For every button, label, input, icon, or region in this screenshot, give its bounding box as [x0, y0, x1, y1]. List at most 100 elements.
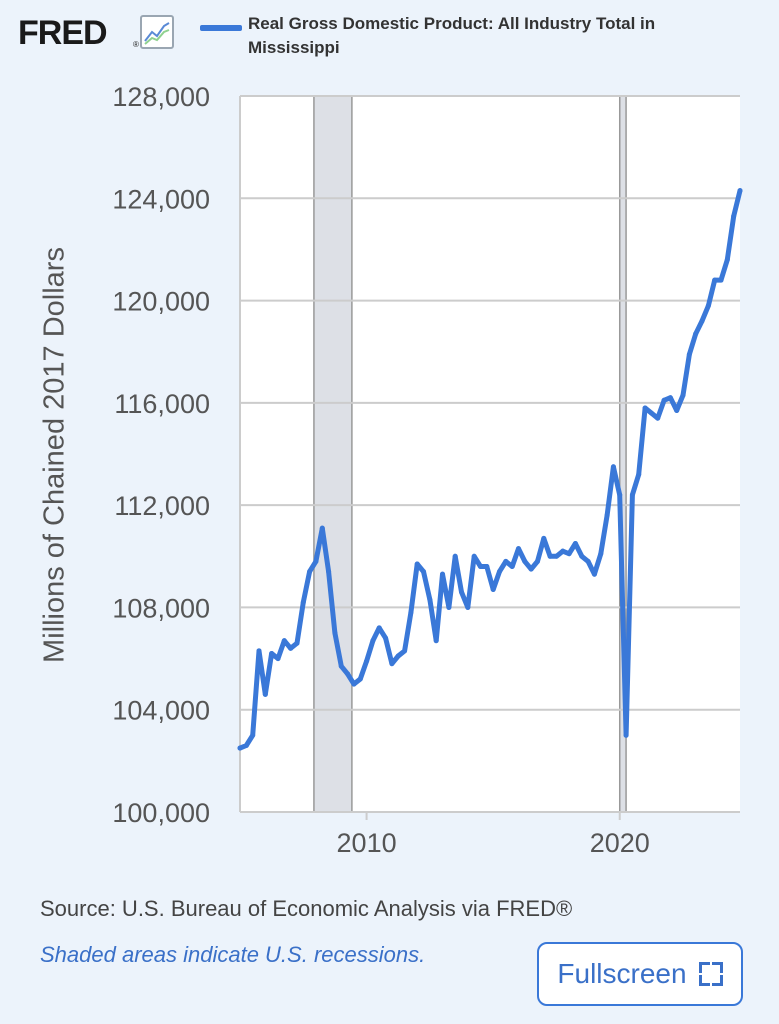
x-tick-label: 2020 [590, 828, 650, 858]
x-tick-labels: 2010 2020 [337, 812, 650, 858]
data-point [617, 492, 623, 498]
data-point [604, 512, 610, 518]
data-point [496, 569, 502, 575]
data-point [718, 277, 724, 283]
data-point [319, 525, 325, 531]
data-point [572, 541, 578, 546]
y-tick-label: 104,000 [112, 696, 210, 726]
fullscreen-button[interactable]: Fullscreen [537, 942, 743, 1006]
fred-logo[interactable]: FRED [18, 14, 108, 52]
data-point [243, 743, 249, 749]
data-point [553, 553, 559, 559]
data-point [541, 535, 547, 541]
data-point [288, 645, 294, 651]
data-point [484, 564, 490, 570]
data-point [357, 676, 363, 682]
data-point [534, 558, 540, 564]
series-lines [237, 188, 743, 751]
data-point [699, 318, 705, 324]
data-point [648, 410, 654, 416]
data-point [383, 635, 389, 641]
data-point [332, 630, 338, 636]
data-point [528, 566, 534, 572]
data-point [408, 610, 414, 616]
data-point [591, 571, 597, 577]
data-point [465, 604, 471, 610]
legend-swatch [200, 25, 242, 31]
data-point [446, 604, 452, 610]
data-point [250, 732, 256, 738]
data-point [636, 471, 642, 477]
data-point [326, 569, 332, 575]
data-point [598, 551, 604, 557]
data-point [433, 638, 439, 644]
data-point [281, 638, 287, 644]
data-point [610, 464, 616, 470]
y-tick-label: 100,000 [112, 798, 210, 828]
data-point [579, 553, 585, 559]
data-point [560, 548, 566, 554]
data-point [686, 351, 692, 357]
fullscreen-label: Fullscreen [557, 958, 687, 989]
chart-header: FRED ® Real Gross Domestic Product: All … [18, 10, 758, 70]
source-note: Source: U.S. Bureau of Economic Analysis… [40, 896, 573, 921]
data-point [490, 587, 496, 593]
y-tick-label: 116,000 [114, 389, 210, 419]
data-point [693, 331, 699, 337]
data-point [338, 663, 344, 669]
data-point [731, 213, 737, 219]
data-point [712, 277, 718, 283]
data-point [515, 546, 521, 552]
data-point [402, 648, 408, 654]
x-tick-label: 2010 [337, 828, 397, 858]
data-point [414, 561, 420, 567]
data-point [421, 569, 427, 575]
data-point [427, 597, 433, 603]
recession-band-1 [619, 96, 627, 812]
data-point [566, 551, 572, 557]
data-point [237, 745, 243, 751]
data-point [629, 492, 635, 498]
data-point [680, 392, 686, 398]
data-point [256, 648, 262, 654]
y-tick-label: 124,000 [112, 184, 210, 214]
data-point [307, 569, 313, 575]
data-point [452, 553, 458, 559]
fullscreen-icon [698, 962, 723, 986]
data-point [440, 571, 446, 577]
recession-band-0 [313, 96, 352, 812]
y-tick-label: 120,000 [112, 287, 210, 317]
data-point [313, 558, 319, 564]
data-point [471, 553, 477, 559]
data-point [667, 395, 673, 401]
data-point [300, 599, 306, 605]
data-point [737, 188, 743, 194]
data-point [459, 589, 465, 595]
data-point [522, 558, 528, 564]
data-point [351, 681, 357, 687]
data-point [655, 415, 661, 421]
data-point [478, 564, 484, 570]
line-chart: 100,000 104,000 108,000 112,000 116,000 120,0… [112, 82, 743, 858]
data-point [370, 638, 376, 644]
data-point [269, 650, 275, 656]
data-point [395, 653, 401, 659]
data-point [376, 625, 382, 631]
data-point [705, 303, 711, 309]
data-point [724, 257, 730, 263]
data-point [642, 405, 648, 411]
line-chart-icon [140, 15, 174, 49]
data-point [623, 732, 629, 738]
data-point [364, 658, 370, 664]
data-point [262, 691, 268, 697]
gridlines [239, 95, 740, 813]
data-point [674, 408, 680, 414]
recession-note-link[interactable]: Shaded areas indicate U.S. recessions. [40, 942, 426, 967]
y-tick-label: 112,000 [114, 491, 210, 521]
y-tick-label: 108,000 [112, 593, 210, 623]
data-point [503, 558, 509, 564]
fred-logo-registered-mark: ® [133, 40, 139, 49]
data-point [585, 558, 591, 564]
data-point [345, 671, 351, 677]
recession-shading [313, 96, 627, 812]
